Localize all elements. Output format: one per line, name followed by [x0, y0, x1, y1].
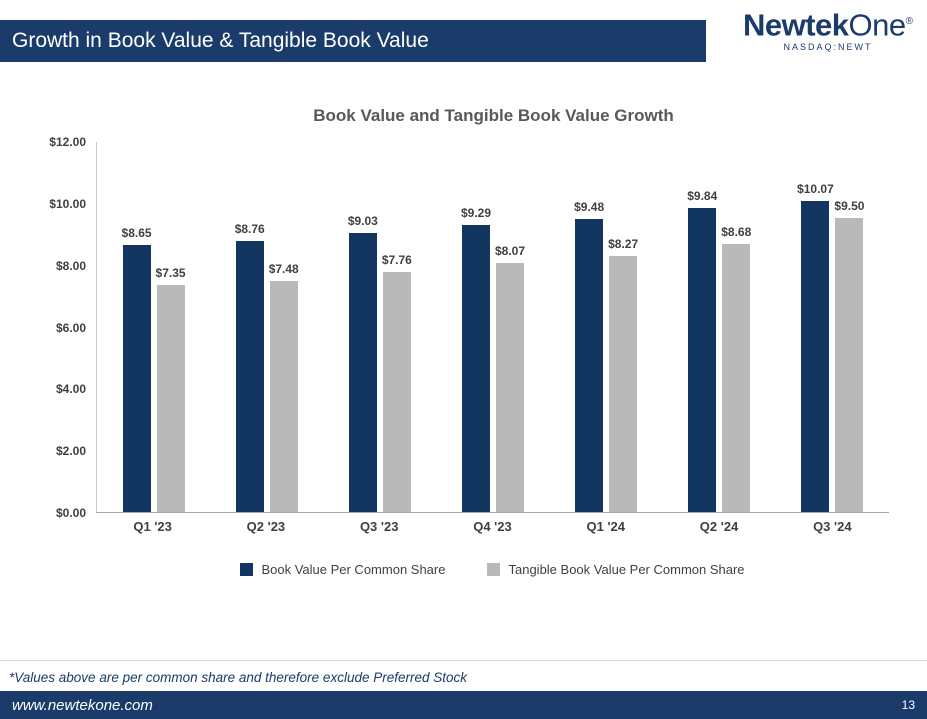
bar-value-label: $7.76 — [381, 253, 412, 268]
header-title-bar: Growth in Book Value & Tangible Book Val… — [0, 20, 706, 62]
newtekone-logo: NewtekOne® NASDAQ:NEWT — [743, 6, 913, 53]
legend-item-tangible-book-value: Tangible Book Value Per Common Share — [487, 562, 745, 577]
category-label: Q3 '23 — [359, 519, 399, 534]
y-axis-label: $12.00 — [49, 135, 86, 149]
book-value-bar: $9.48 — [574, 200, 604, 512]
bar-value-label: $8.27 — [608, 237, 639, 252]
plot-area: $8.65 $7.35 $8.76 $7.48 $9.03 $7.76 $9.29 $8.07… — [96, 142, 889, 513]
tangible-book-value-bar: $8.07 — [495, 244, 525, 512]
footer-divider — [0, 660, 927, 661]
logo-ticker: NASDAQ:NEWT — [783, 42, 873, 53]
book-value-bar: $9.03 — [348, 214, 378, 512]
logo-wordmark: NewtekOne® — [743, 6, 913, 41]
bar-value-label: $9.03 — [347, 213, 378, 228]
book-value-bar: $9.29 — [461, 206, 491, 512]
category-label: Q3 '24 — [813, 519, 852, 534]
category-label: Q2 '23 — [246, 519, 286, 534]
y-axis-label: $2.00 — [55, 444, 86, 459]
y-axis-label: $6.00 — [55, 320, 86, 335]
bar-value-label: $9.50 — [834, 199, 865, 214]
chart: Book Value and Tangible Book Value Growt… — [0, 106, 927, 577]
tangible-book-value-bar: $8.68 — [721, 225, 751, 512]
tangible-book-value-bar: $8.27 — [608, 237, 638, 512]
footer-bar: www.newtekone.com 13 — [0, 691, 927, 719]
legend-swatch-icon — [487, 563, 501, 576]
bar-value-label: $9.84 — [687, 188, 718, 203]
tangible-book-value-bar: $7.48 — [269, 262, 299, 512]
y-axis-label: $0.00 — [55, 506, 86, 520]
x-axis: Q1 '23 Q2 '23 Q3 '23 Q4 '23 Q1 '24 Q2 '24 Q3 '… — [96, 519, 889, 534]
registered-trademark-icon: ® — [905, 16, 913, 27]
tangible-book-value-bar: $9.50 — [834, 199, 864, 512]
category-label: Q4 '23 — [473, 519, 512, 534]
bar-value-label: $7.48 — [268, 261, 299, 276]
logo-text-newtek: Newtek — [742, 7, 849, 43]
plot-row: $0.00 $2.00 $4.00 $6.00 $8.00 $10.00 $12.00 $8… — [8, 135, 889, 520]
bar-group: $9.84 $8.68 — [663, 189, 776, 512]
logo-text-one: One — [848, 7, 907, 43]
page-number: 13 — [901, 698, 915, 712]
bar-group: $9.03 $7.76 — [323, 214, 436, 512]
legend-swatch-icon — [240, 563, 254, 576]
bar-value-label: $8.68 — [721, 224, 752, 239]
bar-value-label: $8.65 — [121, 225, 152, 240]
bar-value-label: $9.48 — [574, 199, 605, 214]
bar-value-label: $8.76 — [234, 222, 265, 237]
category-label: Q1 '24 — [586, 519, 626, 534]
bar-value-label: $7.35 — [155, 265, 186, 280]
book-value-bar: $8.76 — [235, 222, 265, 512]
footer-url: www.newtekone.com — [12, 696, 153, 714]
y-axis-label: $8.00 — [55, 258, 86, 273]
bar-value-label: $9.29 — [460, 205, 491, 220]
legend-label: Tangible Book Value Per Common Share — [508, 562, 745, 577]
chart-title: Book Value and Tangible Book Value Growt… — [313, 106, 674, 125]
slide-title: Growth in Book Value & Tangible Book Val… — [12, 29, 429, 52]
y-axis-label: $10.00 — [49, 196, 86, 211]
bar-value-label: $8.07 — [494, 243, 525, 258]
tangible-book-value-bar: $7.76 — [382, 253, 412, 512]
book-value-bar: $8.65 — [122, 226, 152, 512]
bar-group: $9.29 $8.07 — [436, 206, 549, 512]
tangible-book-value-bar: $7.35 — [156, 266, 186, 512]
legend: Book Value Per Common Share Tangible Book… — [96, 562, 889, 577]
header: Growth in Book Value & Tangible Book Val… — [0, 0, 927, 62]
bar-group: $9.48 $8.27 — [550, 200, 663, 512]
y-axis-label: $4.00 — [55, 382, 86, 397]
bar-group: $10.07 $9.50 — [776, 182, 889, 512]
category-label: Q2 '24 — [699, 519, 739, 534]
bar-group: $8.65 $7.35 — [97, 226, 210, 512]
bar-value-label: $10.07 — [797, 181, 834, 196]
legend-item-book-value: Book Value Per Common Share — [240, 562, 445, 577]
category-label: Q1 '23 — [133, 519, 172, 534]
bar-group: $8.76 $7.48 — [210, 222, 323, 512]
book-value-bar: $9.84 — [687, 189, 717, 512]
footnote: *Values above are per common share and t… — [9, 670, 468, 685]
legend-label: Book Value Per Common Share — [261, 562, 446, 577]
y-axis: $0.00 $2.00 $4.00 $6.00 $8.00 $10.00 $12.00 — [8, 135, 96, 520]
book-value-bar: $10.07 — [797, 182, 834, 512]
